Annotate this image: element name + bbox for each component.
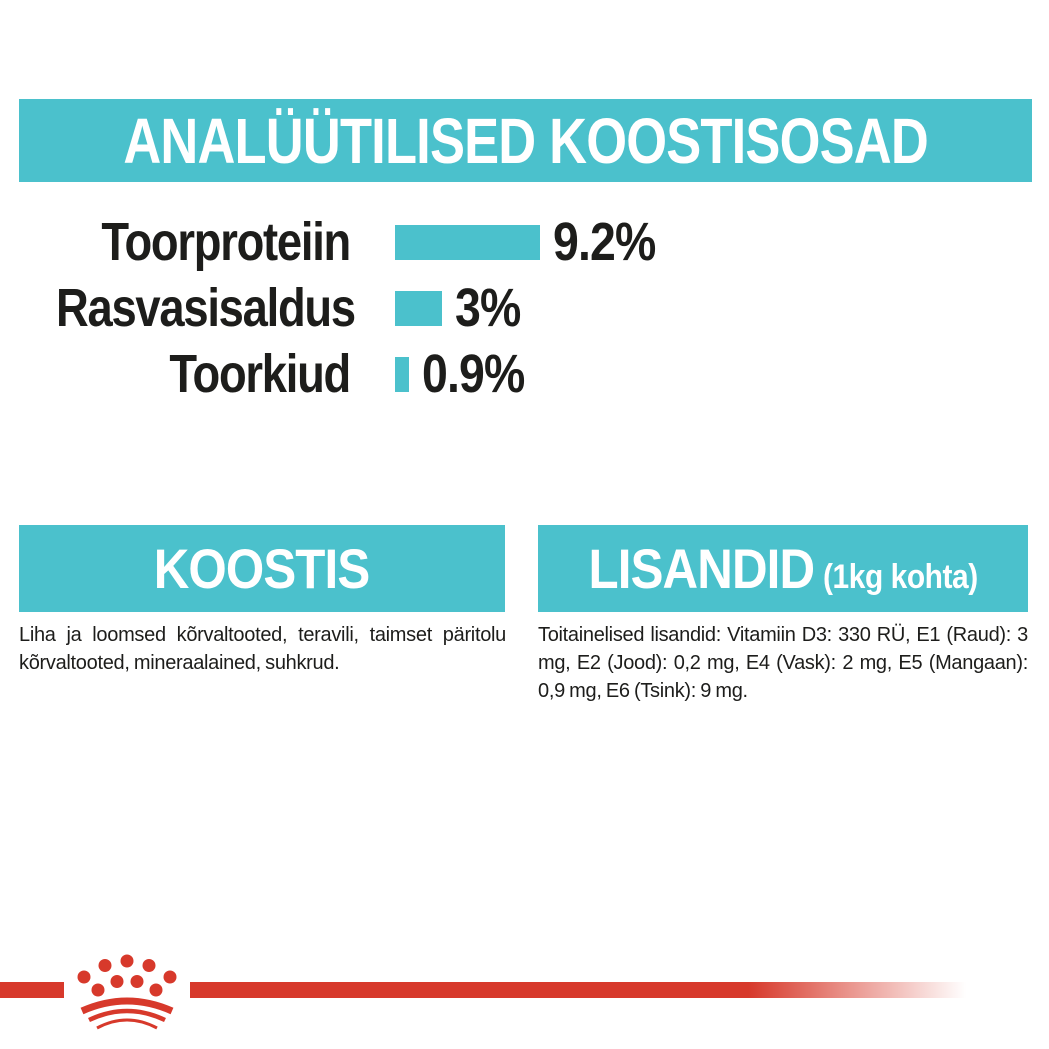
page-title: ANALÜÜTILISED KOOSTISOSAD	[123, 104, 928, 177]
footer-rule-left	[0, 982, 64, 998]
chart-value-label: 9.2%	[553, 212, 656, 272]
lisandid-title-group: LISANDID (1kg kohta)	[588, 536, 978, 601]
royal-canin-crown-icon	[77, 954, 177, 1030]
chart-category-label: Rasvasisaldus	[56, 278, 356, 338]
chart-row: Toorproteiin 9.2%	[0, 209, 672, 275]
lisandid-title-suffix: (1kg kohta)	[822, 558, 978, 596]
chart-value-label: 3%	[455, 278, 521, 338]
chart-row: Rasvasisaldus 3%	[0, 275, 531, 341]
chart-bar	[395, 290, 442, 326]
lisandid-header-band: LISANDID (1kg kohta)	[538, 525, 1028, 612]
lisandid-body: Toitainelised lisandid: Vitamiin D3: 330…	[538, 624, 1028, 702]
koostis-title: KOOSTIS	[154, 537, 371, 600]
chart-category-label: Toorkiud	[169, 344, 351, 404]
footer-rule-right	[190, 982, 966, 998]
chart-bar	[395, 224, 540, 260]
chart-row: Toorkiud 0.9%	[0, 341, 541, 407]
koostis-header-band: KOOSTIS	[19, 525, 505, 612]
header-banner: ANALÜÜTILISED KOOSTISOSAD	[19, 99, 1032, 182]
chart-value-label: 0.9%	[422, 344, 525, 404]
lisandid-title: LISANDID	[588, 537, 815, 600]
chart-category-label: Toorproteiin	[101, 212, 351, 272]
chart-bar	[395, 356, 409, 392]
koostis-body: Liha ja loomsed kõrvaltooted, teravili, …	[19, 624, 506, 674]
